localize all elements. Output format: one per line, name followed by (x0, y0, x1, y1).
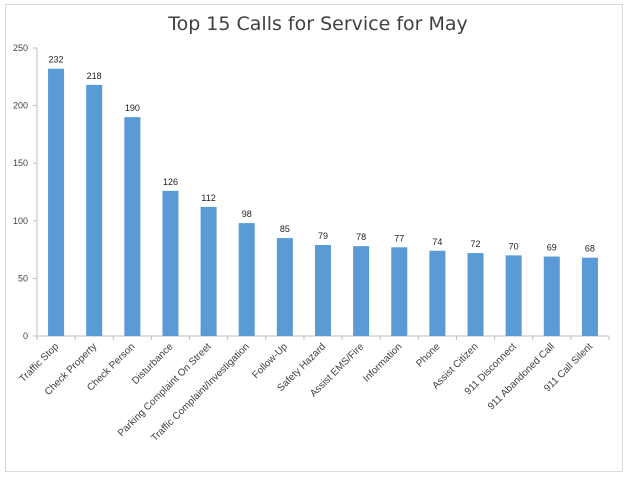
x-tick-label: 911 Abandoned Call (486, 341, 557, 412)
bar (124, 117, 141, 337)
data-label: 72 (471, 239, 481, 249)
bar (353, 246, 370, 336)
bar (48, 68, 65, 337)
y-tick-label: 250 (13, 43, 28, 53)
chart-frame (5, 4, 623, 472)
data-label: 70 (509, 241, 519, 251)
data-label: 78 (356, 232, 366, 242)
data-label: 232 (49, 55, 64, 65)
x-tick-label: Phone (414, 341, 443, 370)
data-label: 77 (394, 233, 404, 243)
data-label: 218 (87, 71, 102, 81)
bar (391, 247, 408, 336)
data-label: 126 (163, 177, 178, 187)
data-label: 112 (201, 193, 215, 203)
bar (200, 206, 217, 336)
bar (467, 253, 484, 336)
y-tick-label: 200 (13, 101, 28, 111)
data-label: 190 (125, 103, 140, 113)
bar (276, 238, 293, 336)
data-label: 74 (432, 237, 442, 247)
y-tick-label: 100 (13, 216, 28, 226)
chart-title: Top 15 Calls for Service for May (167, 13, 468, 35)
x-tick-label: Information (361, 341, 404, 384)
x-tick-label: Follow-Up (250, 341, 290, 381)
bar (314, 244, 332, 336)
data-label: 79 (318, 231, 328, 241)
bar (238, 223, 255, 336)
bar-series (48, 68, 598, 337)
bar (505, 255, 522, 336)
data-label: 69 (547, 243, 557, 253)
bar (581, 257, 598, 336)
data-label: 68 (585, 244, 595, 254)
bar (429, 250, 446, 336)
bar (86, 84, 103, 336)
data-label: 85 (280, 224, 290, 234)
data-label: 98 (242, 209, 252, 219)
bar (543, 256, 560, 336)
y-tick-label: 150 (13, 158, 28, 168)
y-tick-label: 50 (18, 273, 28, 283)
data-labels: 232 218 190 126 112 98 85 79 78 77 74 72 70 69 68 (49, 55, 595, 254)
y-tick-label: 0 (23, 331, 28, 341)
bar (162, 190, 179, 336)
